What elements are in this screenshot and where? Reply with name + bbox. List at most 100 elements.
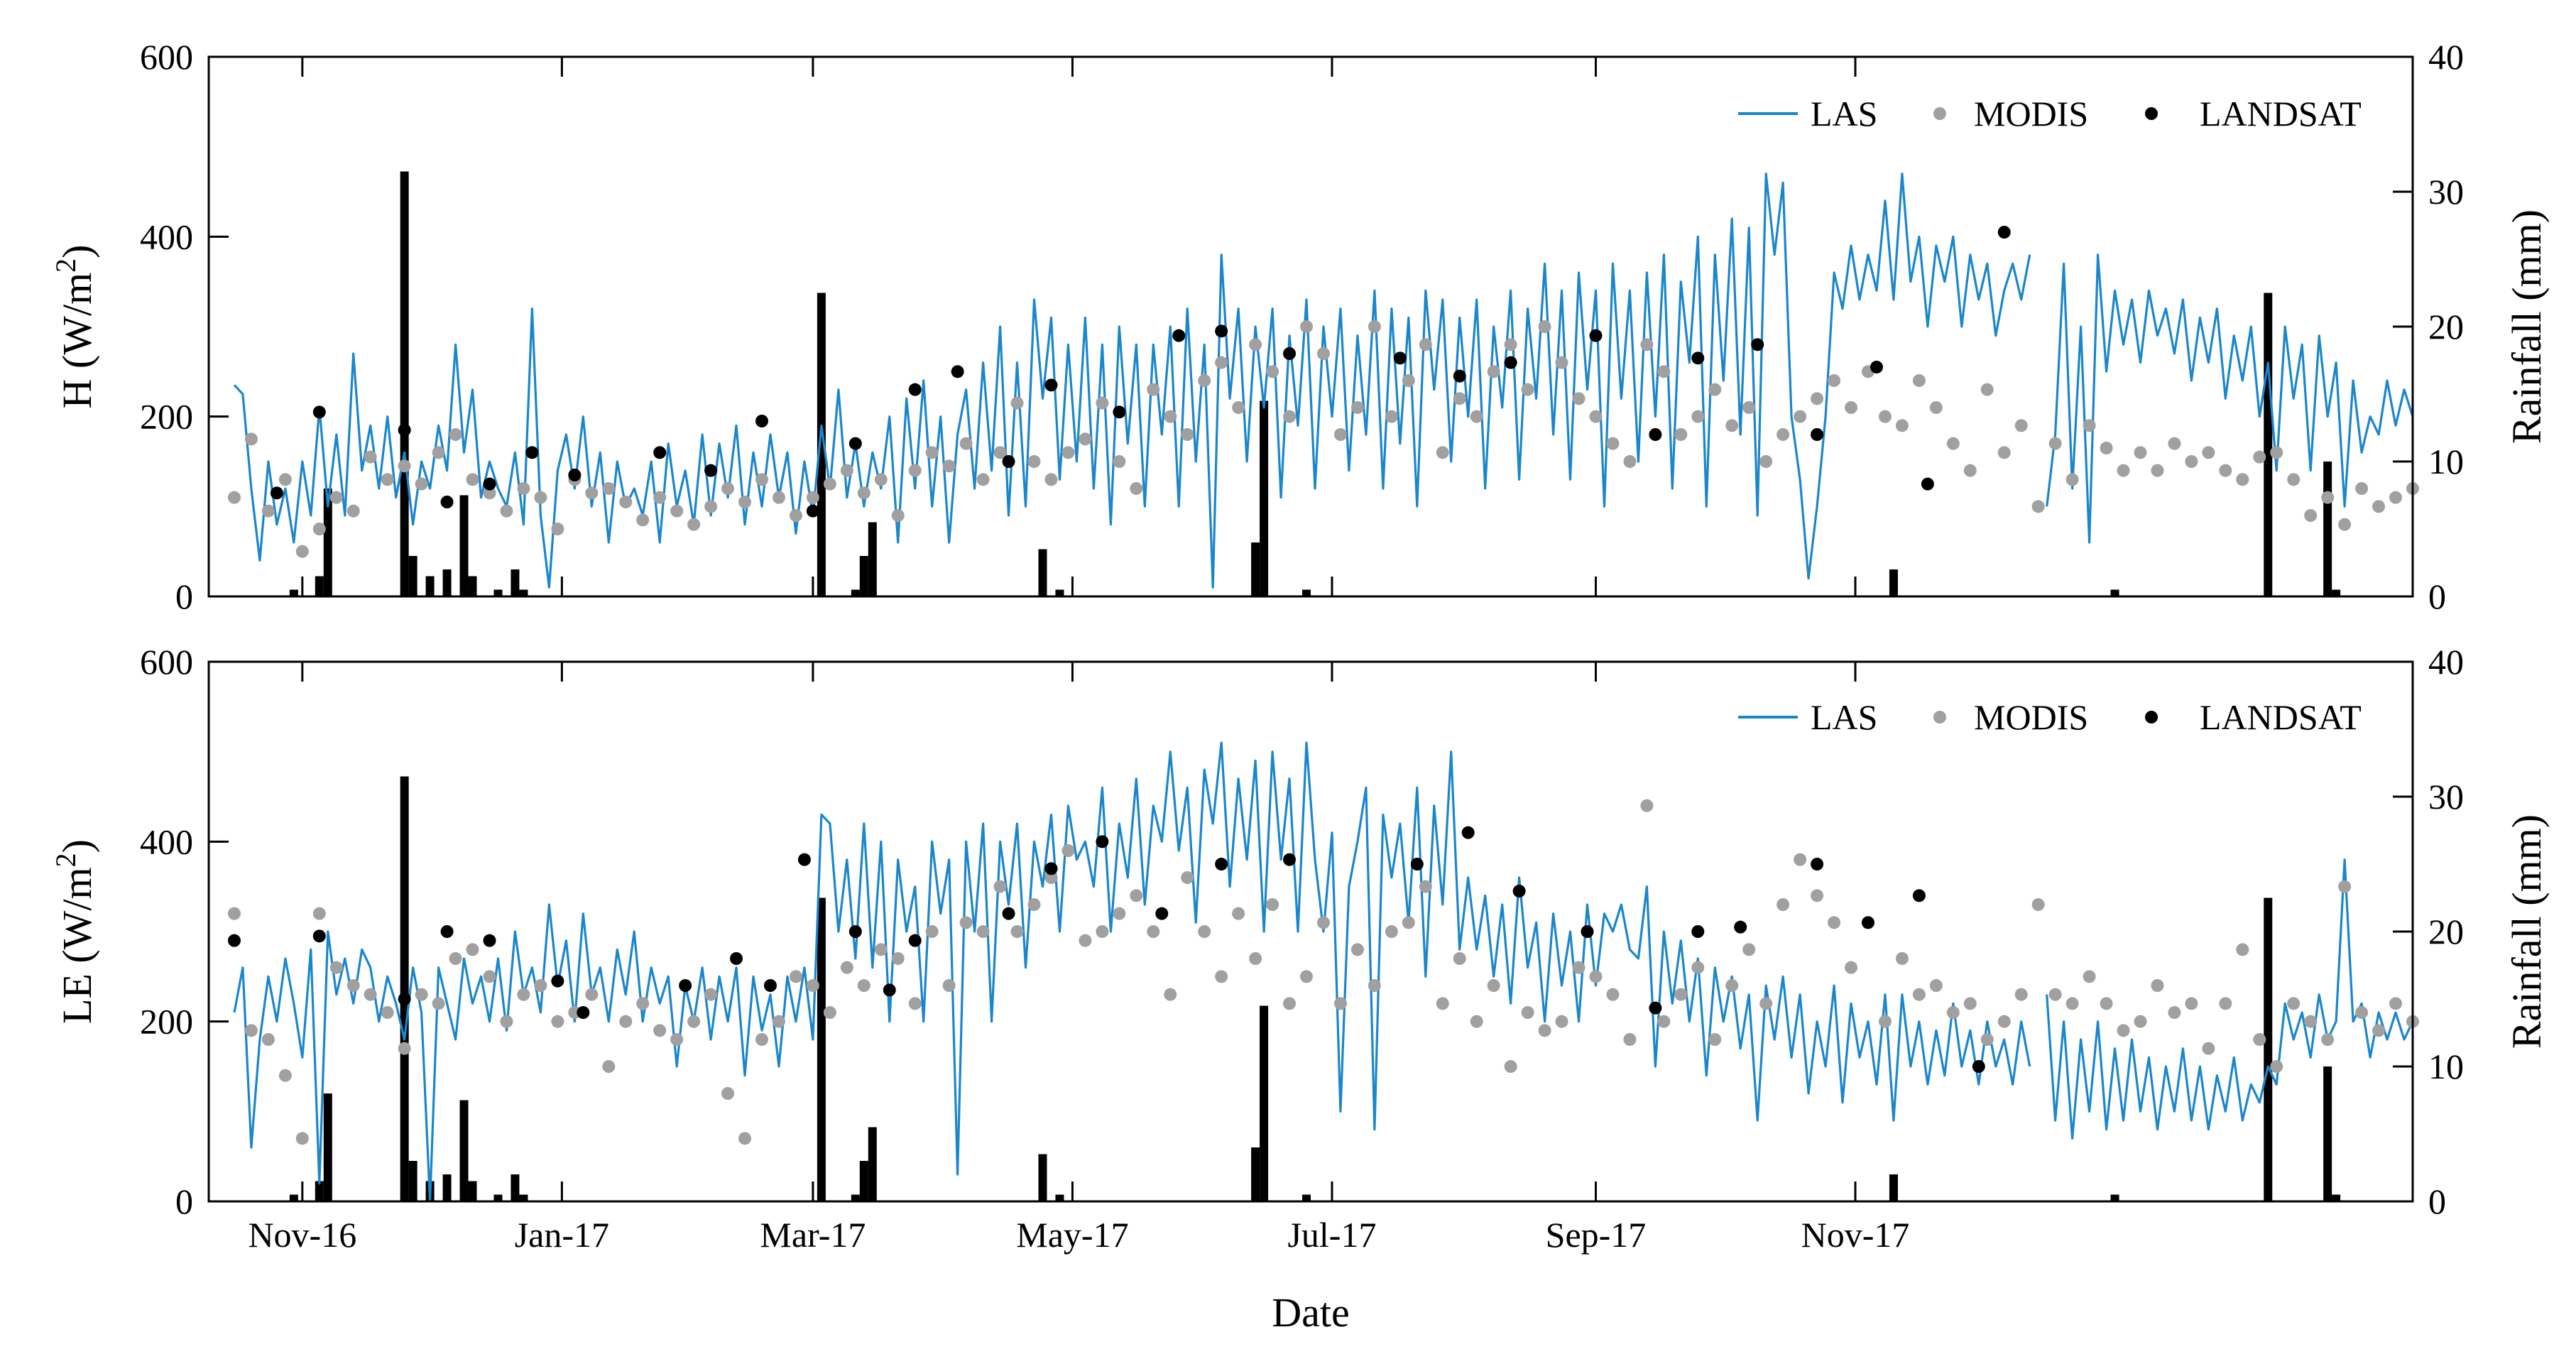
modis-point [1096,396,1109,410]
rainfall-bar [2332,589,2341,596]
modis-point [738,1132,752,1145]
modis-point [653,491,667,504]
modis-point [1333,428,1347,441]
modis-point [312,523,326,535]
modis-point [806,491,819,504]
legend-modis-marker [1933,711,1946,724]
legend-landsat-marker [2145,107,2158,120]
modis-point [806,979,819,992]
modis-point [432,997,445,1010]
modis-point [1521,383,1534,396]
modis-point [1487,979,1500,992]
modis-point [2355,1006,2369,1019]
modis-point [2372,1024,2386,1037]
rainfall-bar [323,1093,332,1201]
modis-point [1538,320,1551,333]
modis-point [1946,1006,1960,1019]
rainfall-bar [851,589,860,596]
modis-point [1164,988,1177,1001]
las-series-line [2046,858,2414,1140]
landsat-point [1751,338,1764,351]
modis-point [466,943,479,956]
modis-point [942,979,956,992]
modis-point [1759,455,1773,468]
modis-point [2083,970,2096,983]
modis-point [1164,410,1177,423]
modis-point [2355,482,2369,495]
rainfall-bar [1251,542,1260,596]
rainfall-bar [468,576,477,596]
modis-point [2065,473,2079,486]
modis-point [2236,473,2249,486]
landsat-point [1691,925,1705,938]
landsat-point [1155,907,1169,920]
modis-point [2117,1024,2130,1037]
rainfall-bar [425,576,435,596]
landsat-point [483,477,496,491]
legend-las-label: LAS [1811,94,1877,133]
modis-point [364,988,377,1001]
x-tick-label: Jul-17 [1287,1215,1376,1255]
modis-point [738,496,752,508]
modis-point [1283,997,1297,1010]
modis-point [2338,880,2352,893]
modis-point [1402,374,1415,387]
rainfall-bar [817,293,826,596]
modis-point [2253,1033,2266,1046]
modis-point [1623,1033,1637,1046]
modis-point [619,1015,633,1028]
modis-point [1487,365,1500,378]
modis-point [959,916,973,929]
modis-point [1504,338,1517,351]
modis-point [1044,473,1058,486]
modis-point [329,961,343,974]
rainfall-bar [868,1127,877,1201]
modis-point [2236,943,2249,956]
modis-point [1725,419,1739,432]
landsat-point [1283,347,1297,360]
modis-point [1419,880,1432,893]
modis-point [1385,410,1398,423]
y2-tick-label: 0 [2428,1181,2446,1221]
landsat-point [908,383,922,396]
modis-point [398,459,411,473]
modis-point [244,1024,258,1037]
modis-point [466,473,479,486]
modis-point [1436,446,1449,459]
modis-point [1811,392,1824,405]
landsat-point [763,979,777,992]
modis-point [619,496,633,508]
landsat-point [440,925,454,938]
modis-point [1895,952,1909,965]
modis-point [346,979,360,992]
landsat-point [653,446,667,459]
modis-point [2338,518,2352,531]
modis-point [857,979,871,992]
landsat-point [1113,405,1126,419]
landsat-point [1215,324,1228,338]
modis-point [1963,464,1977,477]
landsat-point [704,464,718,477]
modis-point [2219,464,2232,477]
modis-point [2065,997,2079,1010]
modis-point [1113,455,1126,468]
rainfall-bar [519,589,528,596]
rainfall-bar [519,1194,528,1201]
bottom-ylabel: LE (W/m2) [50,839,100,1024]
modis-point [381,473,394,486]
modis-point [2100,997,2113,1010]
modis-point [1333,997,1347,1010]
modis-point [2389,997,2403,1010]
modis-point [585,988,599,1001]
landsat-point [679,979,692,992]
y-tick-label: 400 [140,822,193,861]
modis-point [261,504,275,518]
modis-point [908,997,922,1010]
top-ylabel-right: Rainfall (mm) [2504,209,2550,444]
modis-point [2031,500,2045,513]
landsat-point [1453,369,1466,383]
modis-point [1828,916,1841,929]
bottom-plot-area [227,741,2419,1203]
landsat-point [1997,226,2011,239]
rainfall-bar [400,776,409,1201]
